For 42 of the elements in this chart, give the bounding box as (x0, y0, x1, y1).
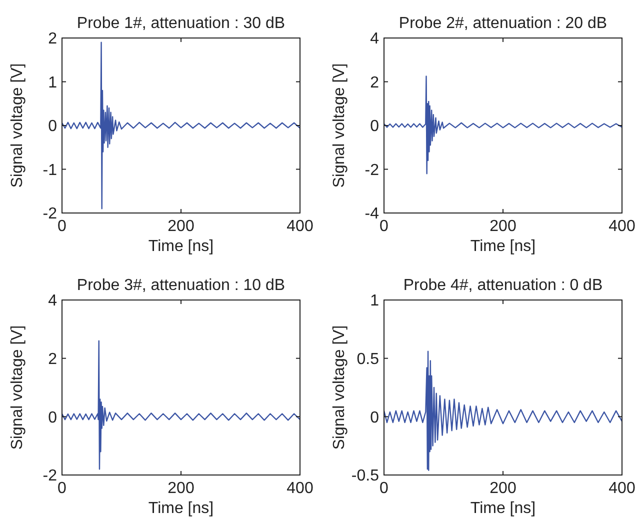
x-axis-title: Time [ns] (148, 500, 214, 517)
chart-title: Probe 3#, attenuation : 10 dB (76, 277, 286, 294)
line-series (384, 76, 622, 174)
y-axis-title: Signal voltage [V] (9, 325, 26, 450)
y-axis-title: Signal voltage [V] (331, 325, 348, 450)
y-axis-title: Signal voltage [V] (331, 63, 348, 188)
y-tick-label: -0.5 (351, 468, 380, 485)
x-axis-title: Time [ns] (470, 500, 536, 517)
y-tick-label: -4 (364, 206, 380, 223)
y-tick-label: 2 (370, 74, 380, 92)
x-axis-title: Time [ns] (148, 238, 214, 255)
x-axis-title: Time [ns] (470, 238, 536, 255)
y-tick-label: 0 (48, 409, 58, 426)
x-tick-label: 400 (286, 480, 314, 497)
chart-title: Probe 2#, attenuation : 20 dB (398, 15, 608, 32)
x-tick-label: 200 (490, 480, 516, 497)
x-tick-label: 400 (608, 218, 636, 235)
y-tick-label: 0 (370, 409, 380, 426)
line-series (62, 340, 300, 470)
x-tick-label: 200 (168, 480, 194, 497)
y-tick-label: -2 (42, 206, 58, 223)
x-tick-label: 400 (608, 480, 636, 497)
x-tick-label: 400 (286, 218, 314, 235)
chart-title: Probe 1#, attenuation : 30 dB (76, 15, 286, 32)
y-tick-label: 2 (48, 350, 58, 368)
y-tick-label: 0.5 (356, 350, 380, 368)
y-tick-label: 0 (370, 118, 380, 136)
y-tick-label: 4 (48, 292, 58, 310)
line-series (384, 350, 622, 471)
y-axis-title: Signal voltage [V] (9, 63, 26, 188)
y-tick-label: 0 (48, 118, 58, 136)
y-tick-label: 4 (370, 30, 380, 48)
x-tick-label: 200 (490, 218, 516, 235)
x-tick-label: 200 (168, 218, 194, 235)
y-tick-label: -1 (42, 162, 58, 179)
y-tick-label: 1 (48, 74, 58, 92)
y-tick-label: 2 (48, 30, 58, 48)
y-tick-label: 1 (370, 292, 380, 310)
y-tick-label: -2 (364, 162, 380, 179)
y-tick-label: -2 (42, 468, 58, 485)
chart-title: Probe 4#, attenuation : 0 dB (403, 277, 603, 294)
line-series (62, 42, 300, 210)
